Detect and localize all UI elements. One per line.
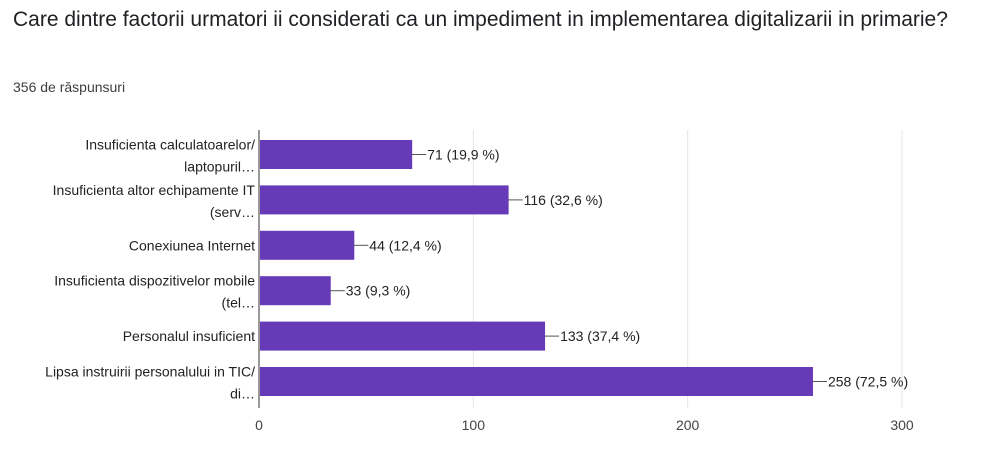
category-label: di… [230, 386, 255, 402]
data-label: 116 (32,6 %) [524, 192, 603, 208]
bar [260, 140, 413, 169]
data-label: 133 (37,4 %) [560, 328, 640, 344]
category-label: (tel… [222, 295, 255, 311]
bar [260, 276, 331, 306]
x-tick-label: 0 [255, 417, 263, 433]
category-label: Insuficienta altor echipamente IT [53, 182, 256, 198]
category-label: Lipsa instruirii personalului in TIC/ [45, 364, 255, 380]
bars [260, 140, 813, 396]
x-tick-label: 200 [676, 417, 700, 433]
data-label: 258 (72,5 %) [828, 374, 908, 390]
x-tick-label: 300 [890, 417, 914, 433]
data-label: 44 (12,4 %) [369, 237, 441, 253]
data-label: 33 (9,3 %) [346, 283, 411, 299]
labels: 0 100 200 300 71 (19,9 %) Insuficienta calcul… [45, 137, 914, 434]
category-label: Personalul insuficient [123, 328, 255, 344]
data-label: 71 (19,9 %) [427, 147, 499, 163]
x-tick-label: 100 [462, 417, 486, 433]
bar [260, 185, 509, 215]
category-label: Conexiunea Internet [129, 237, 255, 253]
bar [260, 230, 355, 260]
category-label: (serv… [210, 204, 255, 220]
category-label: Insuficienta dispozitivelor mobile [54, 273, 255, 289]
grid-lines [258, 130, 903, 408]
bar [260, 367, 813, 396]
category-label: laptopuril… [184, 159, 255, 175]
category-label: Insuficienta calculatoarelor/ [85, 137, 255, 153]
bar [260, 321, 546, 351]
question-title: Care dintre factorii urmatori ii conside… [13, 8, 948, 31]
response-count: 356 de răspunsuri [13, 79, 126, 95]
